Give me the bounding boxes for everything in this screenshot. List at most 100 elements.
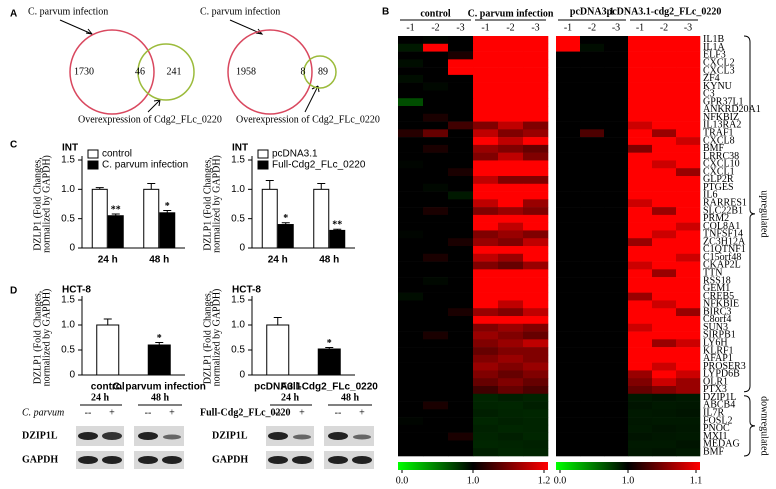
heatmap-cell [580, 347, 605, 356]
heatmap-cell [498, 199, 524, 208]
error-bar [147, 182, 156, 190]
gene-label: LY6H [703, 338, 728, 349]
heatmap-cell [604, 168, 629, 177]
heatmap-cell [448, 284, 474, 293]
heatmap-cell [556, 440, 581, 449]
heatmap-cell [628, 199, 653, 208]
arrow-head [153, 99, 161, 107]
heatmap-cell [580, 401, 605, 410]
heatmap-cell [498, 339, 524, 348]
legend-swatch [257, 149, 269, 159]
heatmap-cell [604, 67, 629, 76]
bar [313, 188, 330, 249]
heatmap-cell [498, 222, 524, 231]
heatmap-cell [652, 378, 677, 387]
heatmap-cell [398, 82, 424, 91]
heatmap-cell [473, 316, 499, 325]
heatmap-cell [580, 90, 605, 99]
heatmap-cell [448, 51, 474, 60]
heatmap-cell [580, 230, 605, 239]
x-tick-label: pcDNA3.1 [254, 382, 302, 393]
heatmap-cell [423, 191, 449, 200]
heatmap-cell [652, 199, 677, 208]
heatmap-cell [652, 129, 677, 138]
heatmap-cell [523, 362, 549, 371]
heatmap-cell [423, 347, 449, 356]
protein: GAPDH [212, 454, 248, 465]
heatmap-cell [556, 378, 581, 387]
sign: + [109, 407, 115, 418]
color-bar-label: 1.2 [538, 475, 551, 486]
bar [143, 188, 160, 249]
heatmap-cell [498, 207, 524, 216]
heatmap-cell [498, 214, 524, 223]
heatmap-cell [473, 121, 499, 130]
heatmap-cell [498, 230, 524, 239]
heatmap-cell [628, 129, 653, 138]
heatmap-cell [556, 432, 581, 441]
heatmap-cell [652, 448, 677, 457]
y-axis-label: DZLP1 (Fold Changes,normalized by GAPDH) [202, 289, 222, 387]
heatmap-cell [398, 106, 424, 115]
group-label: pcDNA3.1 [570, 6, 614, 17]
heatmap-cell [523, 113, 549, 122]
heatmap-cell [448, 316, 474, 325]
heatmap-cell [473, 183, 499, 192]
heatmap-cell [523, 98, 549, 107]
column-label: -3 [684, 22, 692, 33]
heatmap-cell [652, 191, 677, 200]
heatmap-cell [556, 253, 581, 262]
column-label: -1 [406, 22, 414, 33]
heatmap-cell [556, 191, 581, 200]
heatmap-cell [556, 43, 581, 52]
heatmap-cell [580, 144, 605, 153]
heatmap-cell [473, 59, 499, 68]
heatmap-cell [580, 440, 605, 449]
heatmap-cell [398, 424, 424, 433]
heatmap-cell [580, 378, 605, 387]
heatmap-cell [523, 129, 549, 138]
heatmap-cell [556, 121, 581, 130]
heatmap-cell [498, 238, 524, 247]
gene-label: IL13RA2 [703, 120, 741, 131]
band [292, 456, 312, 464]
heatmap-cell [498, 113, 524, 122]
heatmap-cell [556, 362, 581, 371]
heatmap-cell [556, 74, 581, 83]
heatmap-cell [676, 448, 701, 457]
heatmap-cell [473, 417, 499, 426]
bar [277, 224, 294, 249]
column-label: -1 [481, 22, 489, 33]
heatmap-cell [556, 67, 581, 76]
blot-time: 48 h [341, 392, 360, 403]
error-bar [163, 209, 172, 213]
protein: GAPDH [22, 454, 58, 465]
heatmap-cell [398, 191, 424, 200]
heatmap-cell [628, 152, 653, 161]
heatmap-cell [448, 370, 474, 379]
blot-right: 24 h 48 h Full-Cdg2_FLc_0220 -- + -- + D… [200, 392, 374, 469]
y-tick-label: 1.0 [61, 184, 75, 195]
heatmap-cell [398, 331, 424, 340]
gene-label: COL8A1 [703, 221, 740, 232]
heatmap-cell [652, 246, 677, 255]
gene-label: ZF4 [703, 73, 720, 84]
heatmap-cell [676, 152, 701, 161]
heatmap-cell [423, 59, 449, 68]
heatmap-cell [604, 300, 629, 309]
heatmap-cell [676, 191, 701, 200]
x-tick-label: 24 h [98, 255, 118, 266]
heatmap-cell [398, 370, 424, 379]
heatmap-cell [604, 362, 629, 371]
heatmap-cell [556, 246, 581, 255]
heatmap-cell [580, 424, 605, 433]
heatmap-cell [652, 183, 677, 192]
heatmap-cell [523, 168, 549, 177]
heatmap-cell [676, 238, 701, 247]
heatmap-cell [473, 160, 499, 169]
y-tick-label: 1.5 [231, 155, 245, 166]
band [328, 456, 348, 464]
y-axis-label: DZLP1 (Fold Changes,normalized by GAPDH) [202, 155, 222, 253]
heatmap-cell [676, 199, 701, 208]
error-bar [325, 347, 334, 349]
